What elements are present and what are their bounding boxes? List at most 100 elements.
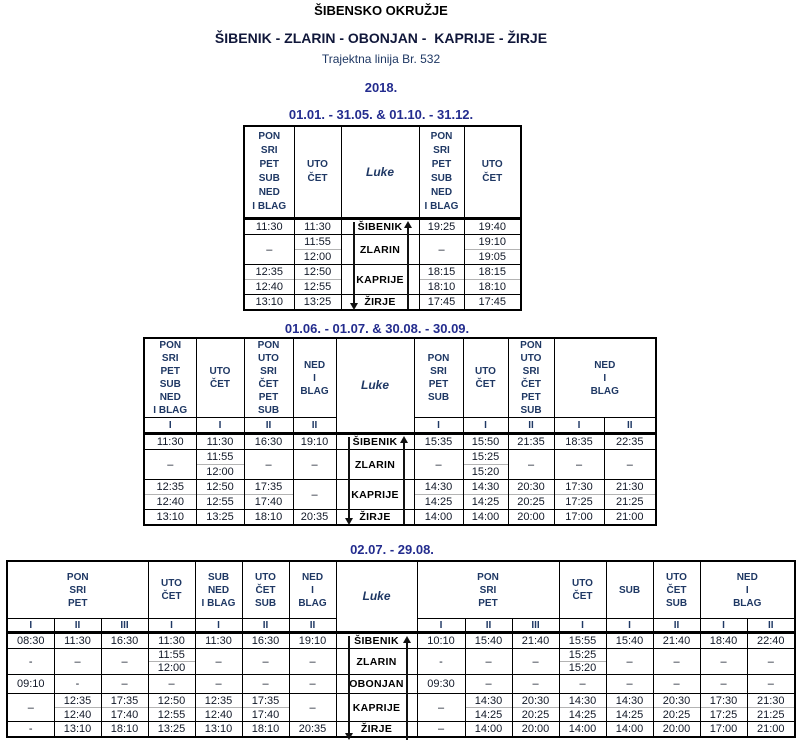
period-header: I: [194, 618, 242, 633]
time-cell: 12:00: [195, 464, 244, 480]
arrow-head-up-icon: [403, 636, 411, 643]
dash-cell: –: [511, 648, 559, 675]
table-row: 12:40 12:55 17:40 14:25 14:25 20:25 17:2…: [143, 494, 656, 510]
time-cell: 12:55: [195, 494, 244, 510]
route-direction-up-arrow: [404, 221, 412, 309]
time-cell: 21:25: [746, 707, 795, 722]
dash-cell: –: [605, 674, 653, 694]
dash-cell: –: [511, 674, 559, 694]
table-winter-wrap: PON SRI PET SUB NED I BLAG UTO ČET Luke …: [243, 125, 522, 311]
dash-cell: –: [699, 674, 747, 694]
time-cell: 19:10: [463, 234, 521, 250]
time-cell: 15:25: [462, 449, 508, 465]
time-cell: 18:40: [699, 631, 747, 649]
time-cell: 18:10: [100, 721, 148, 737]
time-cell: 17:25: [699, 707, 747, 722]
time-cell: 14:30: [605, 693, 653, 708]
dash-cell: –: [464, 648, 512, 675]
day-group-header: SUB: [605, 560, 653, 619]
time-cell: 15:20: [558, 661, 606, 675]
time-cell: 20:25: [511, 707, 559, 722]
time-cell: 12:35: [243, 264, 294, 280]
time-cell: 12:40: [243, 279, 294, 295]
period-header: II: [507, 417, 554, 434]
time-cell: 12:50: [195, 479, 244, 495]
time-cell: 14:25: [413, 494, 463, 510]
dash-cell: –: [292, 479, 336, 510]
time-cell: 12:55: [147, 707, 195, 722]
dash-cell: –: [194, 674, 242, 694]
time-cell: 14:00: [462, 509, 508, 525]
year-title: 2018.: [364, 80, 398, 95]
time-cell: 15:35: [413, 432, 463, 450]
time-cell: 11:55: [293, 234, 341, 250]
time-cell: 21:00: [746, 721, 795, 737]
time-cell: 18:10: [418, 279, 464, 295]
time-cell: 20:00: [507, 509, 554, 525]
time-cell: 17:35: [100, 693, 148, 708]
period-header: II: [746, 618, 795, 633]
time-cell: 21:40: [511, 631, 559, 649]
arrow-head-down-icon: [345, 733, 353, 740]
dash-cell: –: [288, 674, 336, 694]
time-cell: 14:30: [464, 693, 512, 708]
route-direction-down-arrow: [350, 222, 358, 310]
time-cell: 17:45: [463, 294, 521, 310]
day-group-header: PON SRI PET: [6, 560, 148, 619]
time-cell: 14:25: [558, 707, 606, 722]
time-cell: 21:30: [746, 693, 795, 708]
table-row: 09:10 - – – – – – OBONJAN 09:30 – – – – …: [6, 674, 795, 694]
time-cell: 14:30: [413, 479, 463, 495]
route-direction-down-arrow: [345, 636, 353, 740]
time-cell: 16:30: [243, 432, 293, 450]
day-group-header: UTO ČET SUB: [652, 560, 700, 619]
time-cell: 19:05: [463, 249, 521, 265]
time-cell: 17:30: [553, 479, 604, 495]
time-cell: 11:30: [194, 631, 242, 649]
time-cell: 13:10: [143, 509, 196, 525]
time-cell: 17:25: [553, 494, 604, 510]
time-cell: 19:40: [463, 217, 521, 235]
time-cell: 09:10: [6, 674, 54, 694]
timetable-shoulder: PON SRI PET SUB NED I BLAG UTO ČET PON U…: [143, 337, 657, 526]
time-cell: 08:30: [6, 631, 54, 649]
dash-cell: –: [100, 674, 148, 694]
time-cell: 12:35: [53, 693, 101, 708]
time-cell: 22:40: [746, 631, 795, 649]
port-sibenik: ŠIBENIK: [335, 631, 417, 649]
time-cell: 19:25: [418, 217, 464, 235]
dash-cell: –: [652, 648, 700, 675]
time-cell: 12:35: [194, 693, 242, 708]
time-cell: 11:30: [293, 217, 341, 235]
table-row: – 11:55 – – ZLARIN – 15:25 – – –: [143, 449, 656, 480]
day-group-header: UTO ČET: [558, 560, 606, 619]
header-row: PON SRI PET UTO ČET SUB NED I BLAG UTO Č…: [6, 560, 795, 633]
dash-cell: –: [746, 648, 795, 675]
time-cell: 17:40: [243, 494, 293, 510]
time-cell: 13:10: [53, 721, 101, 737]
table-winter-title: 01.01. - 31.05. & 01.10. - 31.12.: [288, 107, 474, 122]
time-cell: 16:30: [241, 631, 289, 649]
table-row: – 11:55 ZLARIN – 19:10: [243, 234, 521, 265]
time-cell: 17:30: [699, 693, 747, 708]
port-sibenik: ŠIBENIK: [340, 217, 419, 235]
time-cell: 20:30: [511, 693, 559, 708]
time-cell: 17:00: [699, 721, 747, 737]
period-header: I: [143, 417, 196, 434]
dash-cell: –: [464, 674, 512, 694]
dash-cell: -: [53, 674, 101, 694]
table-shoulder-title: 01.06. - 01.07. & 30.08. - 30.09.: [284, 321, 470, 336]
table-shoulder-wrap: PON SRI PET SUB NED I BLAG UTO ČET PON U…: [143, 337, 657, 526]
table-row: 08:30 11:30 16:30 11:30 11:30 16:30 19:1…: [6, 631, 795, 649]
route-direction-up-arrow: [400, 436, 408, 524]
time-cell: 13:25: [147, 721, 195, 737]
time-cell: 21:30: [603, 479, 656, 495]
dash-cell: –: [53, 648, 101, 675]
dash-cell: –: [288, 693, 336, 722]
port-sibenik: ŠIBENIK: [335, 432, 414, 450]
day-group-header: PON SRI PET SUB NED I BLAG: [418, 125, 464, 219]
port-obonjan: OBONJAN: [335, 674, 417, 694]
period-header: I: [699, 618, 747, 633]
arrow-head-up-icon: [404, 221, 412, 228]
dash-cell: -: [416, 648, 465, 675]
